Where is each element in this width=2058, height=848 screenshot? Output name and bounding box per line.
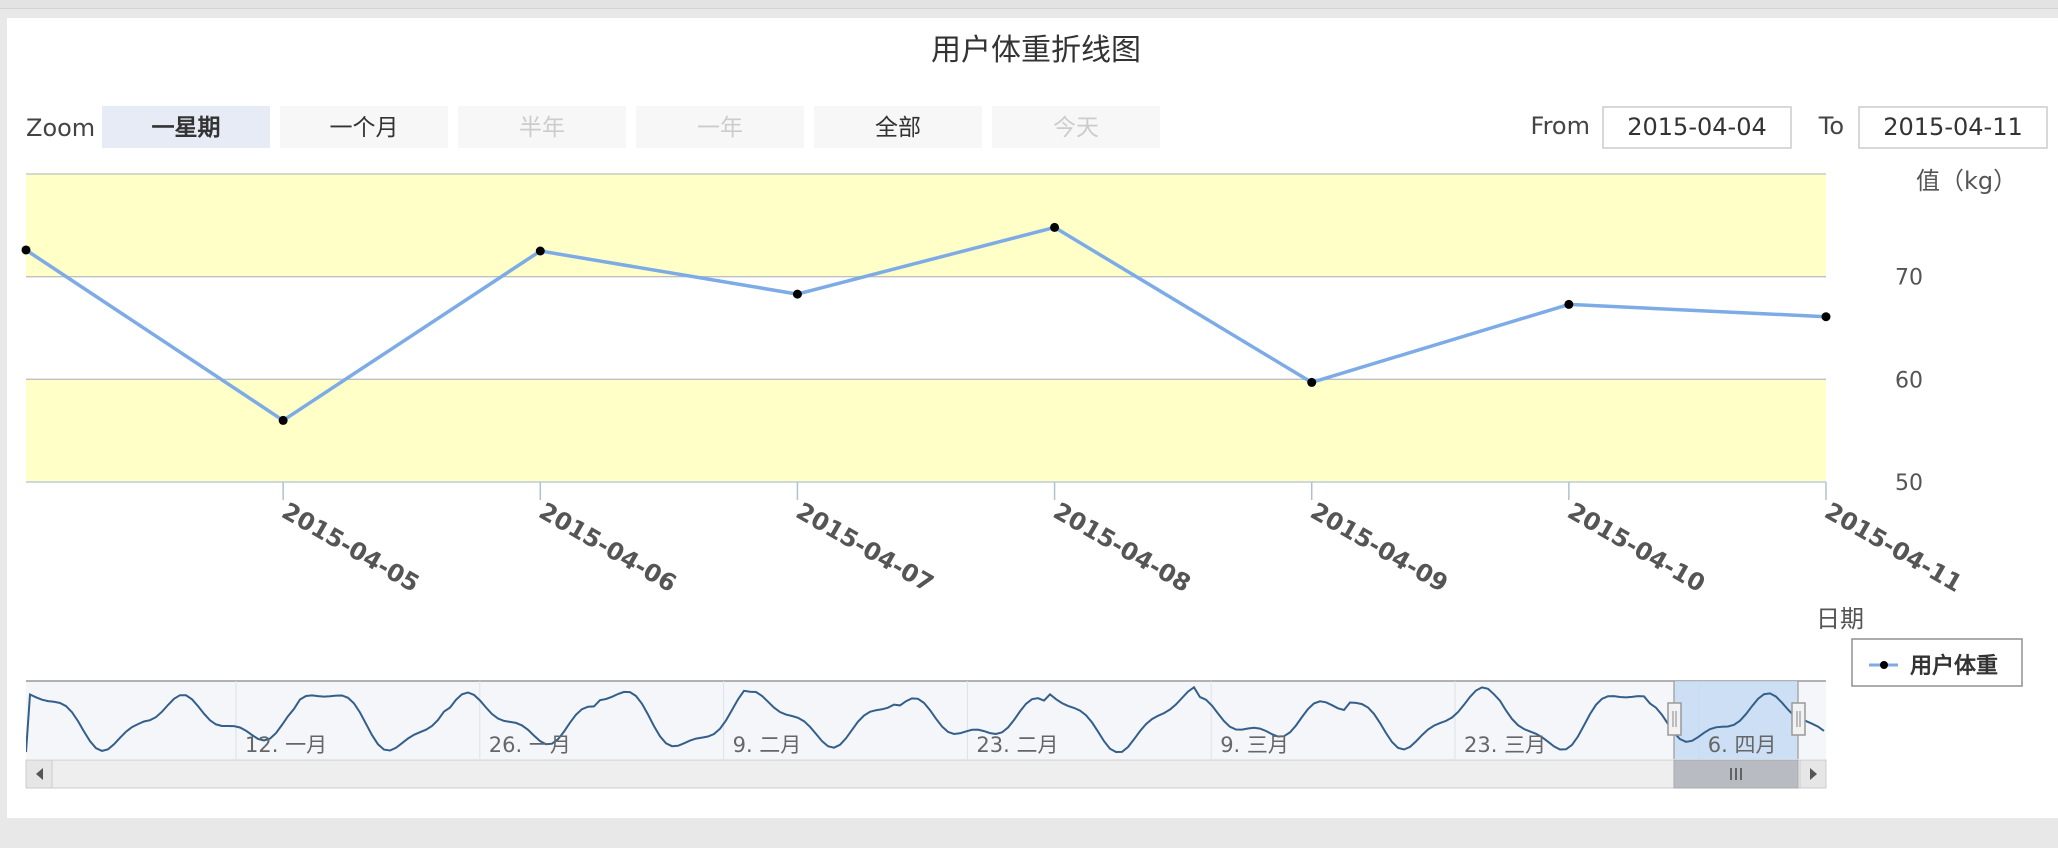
to-label: To — [1818, 112, 1844, 140]
legend[interactable]: 用户体重 — [1851, 638, 2023, 687]
scrollbar-right-button[interactable] — [1799, 759, 1827, 789]
x-tick-label: 2015-04-08 — [1049, 497, 1196, 598]
y-tick-label: 60 — [1895, 368, 1923, 393]
plot-band-0 — [26, 379, 1826, 482]
to-date-value[interactable]: 2015-04-11 — [1883, 113, 2022, 141]
x-tick-label: 2015-04-06 — [534, 497, 681, 598]
navigator-tick-label: 6. 四月 — [1708, 733, 1777, 757]
data-point[interactable] — [278, 415, 288, 425]
data-point[interactable] — [1307, 377, 1317, 387]
x-tick-label: 2015-04-07 — [791, 497, 938, 598]
y-axis-title: 值（kg） — [1916, 167, 2017, 195]
data-point[interactable] — [1050, 222, 1060, 232]
zoom-button-label[interactable]: 全部 — [875, 115, 921, 141]
legend-box — [1851, 638, 2023, 687]
data-point[interactable] — [1821, 312, 1831, 322]
zoom-button-2[interactable]: 半年 — [458, 106, 626, 148]
arrow-left-icon — [36, 768, 43, 780]
zoom-button-label[interactable]: 半年 — [519, 115, 565, 141]
navigator-tick-label: 23. 三月 — [1464, 733, 1546, 757]
zoom-button-3[interactable]: 一年 — [636, 106, 804, 148]
scrollbar[interactable] — [25, 759, 1827, 789]
chart-title: 用户体重折线图 — [931, 33, 1141, 68]
from-date-value[interactable]: 2015-04-04 — [1627, 113, 1766, 141]
scrollbar-track[interactable] — [25, 759, 1827, 789]
scrollbar-left-button[interactable] — [25, 759, 53, 789]
x-tick-label: 2015-04-10 — [1563, 497, 1710, 598]
navigator-tick-label: 9. 三月 — [1220, 733, 1289, 757]
navigator: 12. 一月 26. 一月 9. 二月 23. 二月 9. 三月 23. 三月 6. 四月 — [26, 680, 1826, 759]
to-date-box[interactable] — [1858, 106, 2048, 149]
navigator-series-line — [26, 685, 1825, 754]
zoom-button-label[interactable]: 今天 — [1053, 115, 1099, 141]
navigator-handle-right[interactable] — [1791, 702, 1806, 736]
x-axis: 2015-04-05 2015-04-06 2015-04-07 2015-04-08… — [26, 481, 1967, 598]
plot-bands — [26, 174, 1826, 482]
x-axis-title: 日期 — [1816, 605, 1864, 633]
scrollbar-thumb[interactable] — [1673, 759, 1799, 789]
navigator-tick-label: 9. 二月 — [733, 733, 802, 757]
y-axis: 50 60 70 — [1895, 266, 1923, 496]
zoom-button-0[interactable]: 一星期 — [102, 106, 270, 148]
zoom-button-label[interactable]: 一个月 — [330, 115, 399, 141]
navigator-selection[interactable] — [1674, 681, 1798, 759]
y-tick-label: 70 — [1895, 266, 1923, 291]
from-date-box[interactable] — [1602, 106, 1792, 149]
data-point[interactable] — [1564, 299, 1574, 309]
legend-item-label[interactable]: 用户体重 — [1910, 653, 1998, 679]
series-weight — [21, 222, 1831, 425]
x-tick-label: 2015-04-05 — [277, 497, 424, 598]
zoom-button-label[interactable]: 一年 — [697, 115, 743, 141]
legend-symbol-marker — [1880, 661, 1888, 669]
data-point[interactable] — [792, 289, 802, 299]
navigator-tick-label: 23. 二月 — [976, 733, 1058, 757]
zoom-label: Zoom — [26, 114, 95, 142]
navigator-handle-left[interactable] — [1667, 702, 1682, 736]
range-selector: Zoom 一星期 一个月 半年 一年 全部 今天 From 2015-04-04 To 2… — [26, 106, 2048, 149]
x-tick-label: 2015-04-09 — [1306, 497, 1453, 598]
navigator-tick-label: 12. 一月 — [245, 733, 327, 757]
navigator-tick-label: 26. 一月 — [489, 733, 571, 757]
series-line — [25, 225, 1827, 423]
from-label: From — [1531, 112, 1590, 140]
arrow-right-icon — [1810, 768, 1817, 780]
data-point[interactable] — [21, 245, 31, 255]
y-tick-label: 50 — [1895, 471, 1923, 496]
zoom-button-label[interactable]: 一星期 — [152, 115, 221, 141]
navigator-background — [26, 681, 1826, 759]
zoom-button-1[interactable]: 一个月 — [280, 106, 448, 148]
x-tick-label: 2015-04-11 — [1820, 497, 1967, 598]
zoom-button-5[interactable]: 今天 — [992, 106, 1160, 148]
data-point[interactable] — [535, 246, 545, 256]
window-top-bar — [0, 0, 2058, 9]
zoom-button-4[interactable]: 全部 — [814, 106, 982, 148]
